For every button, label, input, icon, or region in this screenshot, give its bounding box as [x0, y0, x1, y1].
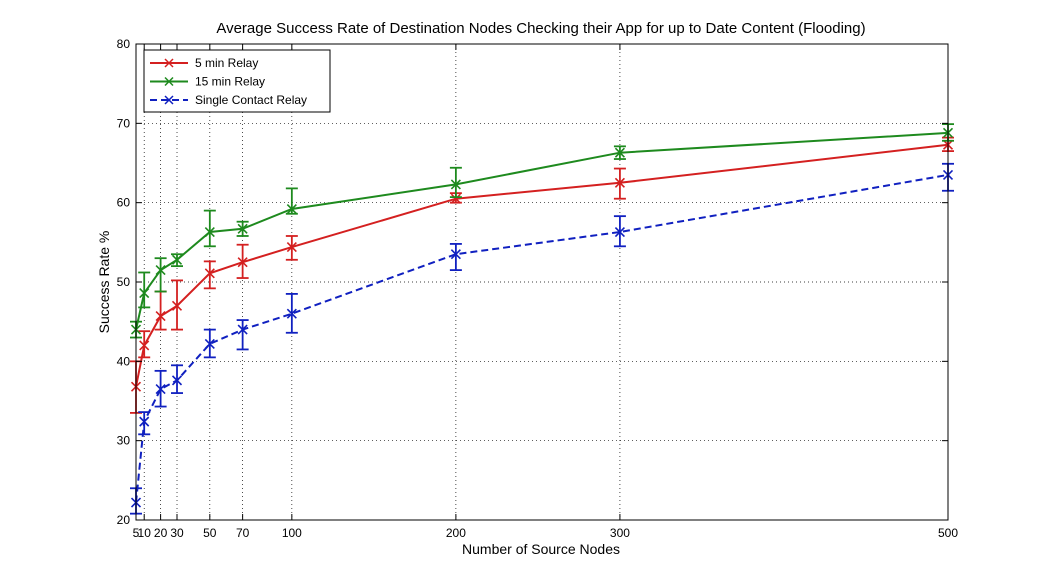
series-layer	[130, 123, 954, 515]
data-point	[171, 375, 183, 386]
legend-entry: 15 min Relay	[150, 75, 265, 89]
data-point	[155, 265, 166, 276]
x-tick-label: 10	[138, 526, 152, 540]
y-tick-label: 40	[117, 354, 131, 368]
legend-swatch-marker	[164, 76, 174, 87]
x-tick-label: 300	[610, 526, 630, 540]
legend-swatch-marker	[164, 58, 174, 68]
legend-entry: 5 min Relay	[150, 56, 258, 70]
legend-label: 15 min Relay	[195, 75, 265, 89]
data-point	[155, 384, 166, 395]
data-point	[204, 226, 215, 238]
data-point	[204, 338, 215, 349]
data-point	[139, 340, 150, 351]
x-tick-label: 100	[282, 526, 302, 540]
data-point	[139, 416, 150, 427]
data-point	[237, 223, 248, 234]
data-point	[450, 179, 461, 190]
x-tick-label: 200	[446, 526, 466, 540]
data-point	[286, 242, 297, 253]
data-point	[237, 324, 248, 335]
legend-entry: Single Contact Relay	[150, 93, 307, 107]
data-point	[139, 288, 150, 299]
series-single-contact-relay	[130, 162, 954, 515]
legend-swatch-marker	[164, 95, 174, 105]
data-point	[614, 147, 625, 158]
legend-label: 5 min Relay	[195, 56, 258, 70]
data-point	[286, 203, 297, 215]
data-point	[450, 193, 461, 204]
y-tick-label: 20	[117, 513, 131, 527]
y-tick-label: 50	[117, 275, 131, 289]
data-point	[155, 311, 166, 322]
grid-lines	[136, 44, 948, 520]
y-tick-label: 60	[117, 196, 131, 210]
y-tick-label: 70	[117, 116, 131, 130]
legend-label: Single Contact Relay	[195, 93, 307, 107]
y-tick-label: 80	[117, 37, 131, 51]
x-tick-label: 20	[154, 526, 168, 540]
legend: 5 min Relay 15 min Relay Single Contact Re…	[143, 49, 331, 113]
data-point	[204, 268, 215, 279]
data-point	[171, 300, 183, 311]
x-tick-label: 30	[170, 526, 184, 540]
x-tick-label: 5	[133, 526, 140, 540]
y-axis-label: Success Rate %	[96, 231, 112, 334]
plot-area	[136, 44, 948, 520]
y-tick-label: 30	[117, 434, 131, 448]
series-line	[135, 173, 949, 503]
data-point	[286, 308, 297, 319]
chart-title: Average Success Rate of Destination Node…	[216, 20, 865, 37]
data-point	[237, 257, 248, 268]
data-point	[614, 226, 625, 238]
series-line	[135, 143, 949, 387]
data-point	[450, 249, 461, 260]
x-tick-label: 500	[938, 526, 958, 540]
x-axis-label: Number of Source Nodes	[462, 541, 620, 557]
data-point	[614, 177, 625, 188]
x-tick-label: 50	[203, 526, 217, 540]
x-tick-label: 70	[236, 526, 250, 540]
data-point	[171, 254, 183, 265]
series-line	[135, 131, 949, 330]
